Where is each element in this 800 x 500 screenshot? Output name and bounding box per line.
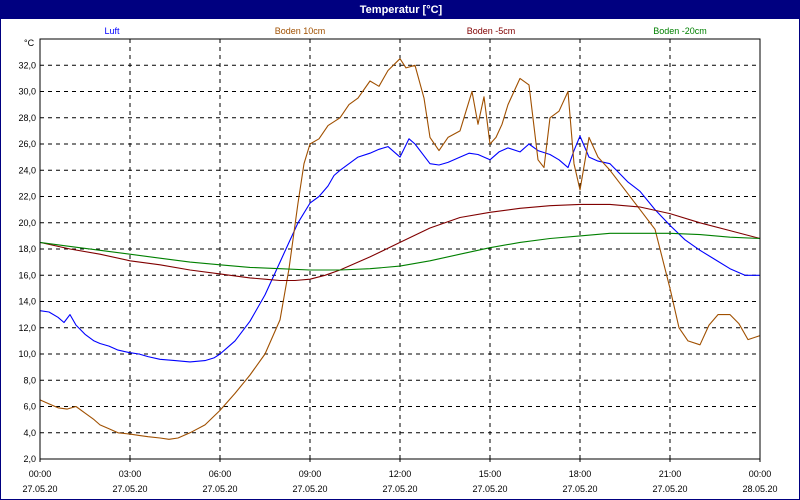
chart-title: Temperatur [°C] bbox=[1, 1, 800, 19]
y-tick-label: 10,0 bbox=[18, 349, 36, 359]
x-tick-time-label: 00:00 bbox=[29, 469, 52, 479]
y-tick-label: 6,0 bbox=[23, 402, 36, 412]
x-tick-date-label: 27.05.20 bbox=[472, 484, 507, 494]
x-tick-time-label: 15:00 bbox=[479, 469, 502, 479]
x-tick-date-label: 27.05.20 bbox=[112, 484, 147, 494]
y-tick-label: 26,0 bbox=[18, 139, 36, 149]
series-lines bbox=[39, 58, 761, 440]
x-tick-date-label: 27.05.20 bbox=[652, 484, 687, 494]
x-tick-time-label: 03:00 bbox=[119, 469, 142, 479]
x-tick-time-label: 06:00 bbox=[209, 469, 232, 479]
x-tick-date-label: 27.05.20 bbox=[562, 484, 597, 494]
grid-lines bbox=[39, 39, 761, 462]
y-tick-label: 4,0 bbox=[23, 428, 36, 438]
y-tick-label: 28,0 bbox=[18, 113, 36, 123]
series-line bbox=[39, 58, 761, 440]
x-tick-time-label: 09:00 bbox=[299, 469, 322, 479]
x-tick-date-label: 28.05.20 bbox=[742, 484, 777, 494]
y-tick-label: 20,0 bbox=[18, 218, 36, 228]
y-tick-label: 12,0 bbox=[18, 323, 36, 333]
y-tick-label: 22,0 bbox=[18, 192, 36, 202]
plot-area bbox=[39, 38, 761, 460]
x-tick-date-label: 27.05.20 bbox=[22, 484, 57, 494]
x-tick-time-label: 12:00 bbox=[389, 469, 412, 479]
legend-entry: Boden 10cm bbox=[275, 26, 326, 36]
x-tick-time-label: 00:00 bbox=[749, 469, 772, 479]
y-tick-label: 2,0 bbox=[23, 454, 36, 464]
x-tick-labels: 00:00 27.05.20 03:00 27.05.20 06:00 27.05.20 0… bbox=[22, 469, 777, 494]
x-tick-date-label: 27.05.20 bbox=[382, 484, 417, 494]
legend-entry: Luft bbox=[104, 26, 120, 36]
x-tick-date-label: 27.05.20 bbox=[292, 484, 327, 494]
y-tick-label: 8,0 bbox=[23, 375, 36, 385]
legend-entry: Boden -20cm bbox=[653, 26, 707, 36]
y-tick-label: 32,0 bbox=[18, 60, 36, 70]
y-tick-labels: 2,0 4,0 6,0 8,0 10,0 12,0 14,0 16,0 18,0 20,0 22,0… bbox=[18, 60, 36, 464]
y-axis-unit-label: °C bbox=[24, 38, 35, 48]
y-tick-label: 18,0 bbox=[18, 244, 36, 254]
legend: Luft Boden 10cm Boden -5cm Boden -20cm bbox=[104, 26, 706, 36]
series-line bbox=[39, 135, 760, 363]
x-tick-time-label: 21:00 bbox=[659, 469, 682, 479]
y-tick-label: 16,0 bbox=[18, 270, 36, 280]
x-tick-time-label: 18:00 bbox=[569, 469, 592, 479]
y-tick-label: 30,0 bbox=[18, 87, 36, 97]
legend-entry: Boden -5cm bbox=[467, 26, 516, 36]
x-tick-date-label: 27.05.20 bbox=[202, 484, 237, 494]
series-line bbox=[39, 232, 761, 271]
series-line bbox=[39, 203, 761, 282]
y-tick-label: 14,0 bbox=[18, 297, 36, 307]
y-tick-label: 24,0 bbox=[18, 165, 36, 175]
